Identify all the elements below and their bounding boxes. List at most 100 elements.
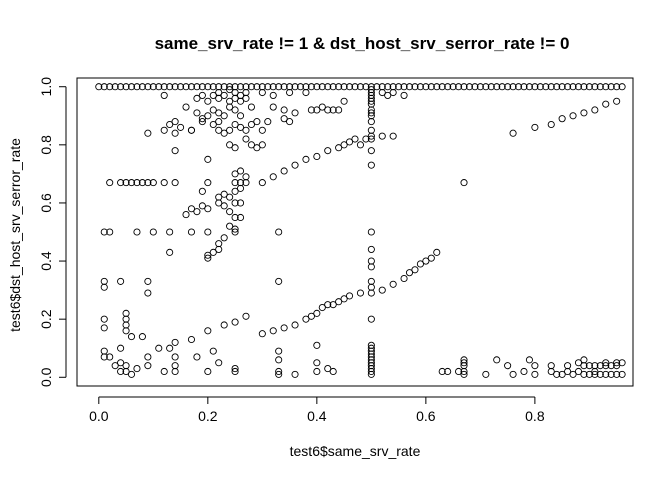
data-point bbox=[531, 370, 539, 378]
data-point bbox=[460, 83, 468, 91]
data-point bbox=[204, 179, 212, 187]
data-point bbox=[580, 362, 588, 370]
data-point bbox=[171, 118, 179, 126]
data-point bbox=[247, 141, 255, 149]
data-point bbox=[286, 88, 294, 97]
data-point bbox=[329, 83, 337, 91]
data-point bbox=[144, 129, 152, 137]
data-point bbox=[324, 301, 332, 309]
data-point bbox=[613, 97, 621, 105]
data-point bbox=[525, 83, 533, 91]
y-axis-label: test6$dst_host_srv_serror_rate bbox=[7, 138, 23, 332]
data-point bbox=[384, 83, 392, 91]
data-point bbox=[564, 367, 572, 376]
data-point bbox=[220, 202, 228, 210]
data-point bbox=[280, 83, 288, 91]
data-point bbox=[122, 309, 130, 317]
data-point bbox=[280, 115, 288, 123]
data-point bbox=[482, 83, 490, 91]
data-point bbox=[378, 132, 386, 140]
data-point bbox=[367, 370, 375, 378]
data-point bbox=[536, 83, 544, 91]
data-point bbox=[580, 109, 588, 117]
data-point bbox=[280, 106, 288, 114]
data-point bbox=[127, 370, 136, 378]
data-point bbox=[226, 193, 234, 201]
data-point bbox=[166, 344, 174, 352]
data-point bbox=[329, 367, 337, 376]
data-point bbox=[455, 83, 463, 91]
data-point bbox=[111, 362, 119, 370]
data-point bbox=[574, 367, 583, 376]
data-point bbox=[460, 367, 468, 376]
data-point bbox=[514, 83, 523, 91]
data-point bbox=[220, 83, 228, 91]
data-point bbox=[405, 83, 414, 91]
data-point bbox=[564, 362, 572, 370]
data-point bbox=[204, 367, 212, 376]
data-point bbox=[596, 362, 604, 370]
data-point bbox=[400, 91, 408, 99]
data-point bbox=[100, 324, 108, 332]
data-point bbox=[198, 202, 206, 210]
data-point bbox=[177, 123, 185, 131]
data-point bbox=[215, 118, 223, 126]
data-point bbox=[144, 362, 152, 370]
data-point bbox=[400, 83, 408, 91]
data-point bbox=[416, 83, 424, 91]
data-point bbox=[547, 120, 555, 129]
data-point bbox=[275, 356, 283, 364]
data-point bbox=[100, 283, 108, 291]
data-point bbox=[324, 147, 332, 155]
data-point bbox=[613, 370, 621, 378]
data-point bbox=[607, 83, 615, 91]
data-point bbox=[171, 179, 179, 187]
data-point bbox=[367, 135, 375, 143]
data-point bbox=[231, 88, 239, 97]
data-point bbox=[520, 367, 528, 376]
data-point bbox=[460, 359, 468, 367]
data-point bbox=[193, 94, 201, 102]
data-point bbox=[389, 88, 397, 97]
data-point bbox=[444, 83, 452, 91]
data-point bbox=[226, 103, 234, 111]
data-point bbox=[613, 362, 621, 370]
data-point bbox=[509, 129, 517, 137]
data-point bbox=[569, 83, 577, 91]
data-point bbox=[318, 303, 326, 312]
data-point bbox=[607, 362, 615, 370]
data-point bbox=[547, 367, 555, 376]
data-point bbox=[166, 120, 174, 129]
data-point bbox=[367, 245, 375, 253]
data-point bbox=[122, 83, 130, 91]
data-point bbox=[258, 126, 266, 134]
data-point bbox=[204, 251, 212, 259]
data-point bbox=[591, 370, 599, 378]
data-point bbox=[155, 344, 163, 352]
data-point bbox=[247, 103, 255, 111]
data-point bbox=[438, 367, 446, 376]
data-point bbox=[313, 106, 321, 114]
data-point bbox=[591, 106, 599, 114]
data-point bbox=[482, 370, 490, 378]
y-axis: 0.0 0.2 0.4 0.6 0.8 1.0 bbox=[38, 77, 67, 387]
data-point bbox=[133, 179, 141, 187]
data-point bbox=[569, 112, 577, 120]
x-tick-label: 0.0 bbox=[89, 408, 109, 424]
data-point bbox=[160, 367, 168, 376]
data-point bbox=[580, 370, 588, 378]
data-point bbox=[275, 83, 283, 91]
x-axis: 0.0 0.2 0.4 0.6 0.8 bbox=[89, 396, 545, 424]
data-point bbox=[542, 83, 550, 91]
data-point bbox=[296, 83, 305, 91]
data-point bbox=[204, 112, 212, 120]
data-point bbox=[226, 141, 234, 149]
data-point bbox=[547, 362, 555, 370]
data-point bbox=[117, 83, 125, 91]
data-point bbox=[553, 370, 561, 378]
data-point bbox=[553, 83, 561, 91]
data-point bbox=[220, 321, 228, 329]
y-tick-label: 0.0 bbox=[38, 367, 54, 387]
data-point bbox=[389, 132, 397, 140]
data-point bbox=[525, 356, 533, 364]
